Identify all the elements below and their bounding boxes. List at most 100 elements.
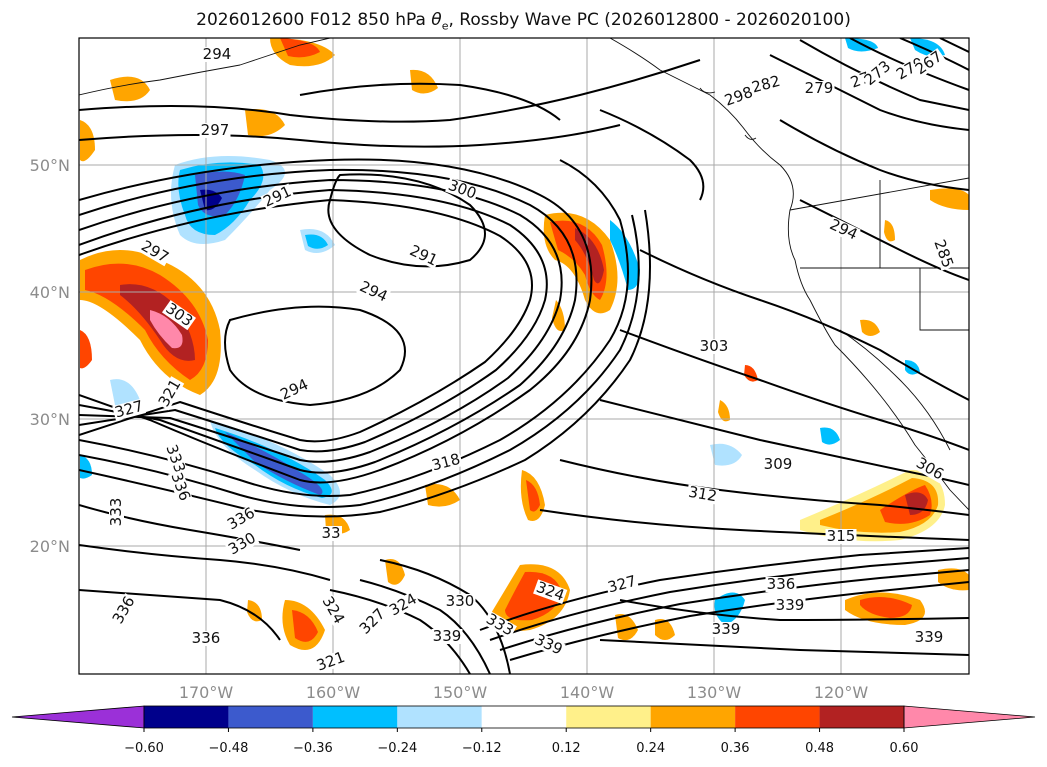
contour-label: 333 (107, 498, 125, 527)
contour-label-bg (406, 242, 441, 270)
contour-label-bg (431, 629, 463, 644)
contour-label: 303 (700, 337, 729, 355)
contour-label-bg (167, 469, 193, 504)
contour-label-bg (112, 398, 147, 421)
contour-label: 339 (915, 628, 944, 646)
contour-label-bg (765, 577, 797, 592)
contour-label: 330 (446, 592, 475, 610)
lon-label-140w: 140°W (560, 683, 615, 702)
contour-label-bg (260, 183, 295, 211)
contour-label-bg (356, 278, 391, 306)
contour-label-bg (803, 81, 835, 96)
colorbar-swatch (312, 706, 398, 728)
contour-label: 312 (687, 483, 718, 506)
contour-label-bg (155, 376, 185, 411)
contour-label-bg (109, 496, 124, 528)
colorbar-tick-label: −0.48 (209, 741, 249, 756)
contour-label-bg (826, 216, 861, 244)
lat-label-20n: 20°N (30, 537, 70, 556)
colorbar-tick-label: 0.60 (890, 741, 919, 756)
lat-label-40n: 40°N (30, 283, 70, 302)
lon-label-160w: 160°W (306, 683, 361, 702)
colorbar-extend-min (11, 705, 145, 729)
lon-label-170w: 170°W (179, 683, 234, 702)
contour-label-bg (605, 573, 640, 596)
colorbar-swatch (481, 706, 567, 728)
colorbar-swatch (144, 706, 229, 728)
colorbar-swatch (566, 706, 651, 728)
contour-label-bg (749, 73, 784, 96)
contour-label-bg (912, 454, 947, 484)
contour-label: 336 (767, 575, 796, 593)
lat-label-30n: 30°N (30, 410, 70, 429)
contour-label-bg (318, 593, 348, 628)
contour-label: 309 (764, 455, 793, 473)
contour-label-bg (710, 622, 742, 637)
longitude-labels: 170°W 160°W 150°W 140°W 130°W 120°W (179, 683, 869, 702)
colorbar-tick-label: −0.36 (293, 741, 333, 756)
contour-label: 297 (201, 121, 230, 139)
lon-label-150w: 150°W (433, 683, 488, 702)
contour-label: 339 (433, 627, 462, 645)
colorbar-frame (143, 705, 905, 729)
colorbar-tick-label: −0.12 (462, 741, 502, 756)
contour-label-bg (913, 630, 945, 645)
contour-label-bg (429, 451, 464, 474)
contour-label: 339 (776, 596, 805, 614)
colorbar-swatch (650, 706, 736, 728)
coastlines (79, 38, 969, 511)
colorbar-tick-label: 0.12 (552, 741, 581, 756)
colorbar-tick-label: 0.36 (721, 741, 750, 756)
contour-label-bg (911, 48, 946, 79)
plot-frame (78, 37, 970, 675)
gridlines (79, 38, 969, 674)
contour-label-bg (482, 610, 517, 640)
colorbar-swatch (819, 706, 904, 728)
contour-label-bg (686, 484, 720, 505)
contour-label-bg (531, 631, 566, 659)
anomaly-shading (80, 38, 969, 650)
lat-label-50n: 50°N (30, 156, 70, 175)
contour-label-bg (762, 457, 794, 472)
contour-label-bg (386, 590, 421, 620)
contour-label-bg (224, 504, 259, 534)
contour-label: 294 (203, 45, 232, 63)
contour-label-bg (320, 526, 342, 541)
contour-label-bg (162, 300, 197, 331)
contour-label: 279 (805, 79, 834, 97)
contour-label: 315 (827, 527, 856, 545)
lon-label-130w: 130°W (687, 683, 742, 702)
contour-label-bg (930, 236, 956, 271)
contour-label-bg (825, 529, 857, 544)
contour-label-bg (356, 605, 389, 638)
colorbar-tick-label: −0.60 (124, 741, 164, 756)
latitude-labels: 50°N 40°N 30°N 20°N (30, 156, 70, 556)
lon-label-120w: 120°W (814, 683, 869, 702)
contour-label: 33 (321, 524, 340, 542)
colorbar-extend-max (903, 705, 1036, 729)
colorbar-tick-label: −0.24 (377, 741, 417, 756)
contour-label-bg (445, 177, 480, 203)
contour-label-bg (199, 123, 231, 138)
contour-label: 336 (192, 629, 221, 647)
contour-label-bg (137, 237, 172, 267)
contour-label-bg (861, 57, 895, 90)
contour-label-bg (698, 339, 730, 354)
colorbar-tick-label: 0.24 (636, 741, 665, 756)
colorbar-swatch (735, 706, 820, 728)
contour-label: 339 (712, 620, 741, 638)
colorbar: −0.60 −0.48 −0.36 −0.24 −0.12 0.12 0.24 0.36 0.4… (11, 705, 1036, 756)
contour-label-bg (190, 631, 222, 646)
contour-label-bg (533, 579, 568, 605)
contour-label-bg (444, 594, 476, 609)
contour-label-bg (721, 84, 756, 110)
contour-label-bg (109, 593, 139, 628)
colorbar-swatch (397, 706, 482, 728)
contour-label-bg (225, 529, 260, 559)
contour-label-bg (313, 649, 348, 674)
contour-label-bg (277, 376, 312, 404)
contour-label-bg (201, 47, 233, 62)
contour-label-bg (774, 598, 806, 613)
map-title: 2026012600 F012 850 hPa θe, Rossby Wave … (196, 10, 851, 33)
